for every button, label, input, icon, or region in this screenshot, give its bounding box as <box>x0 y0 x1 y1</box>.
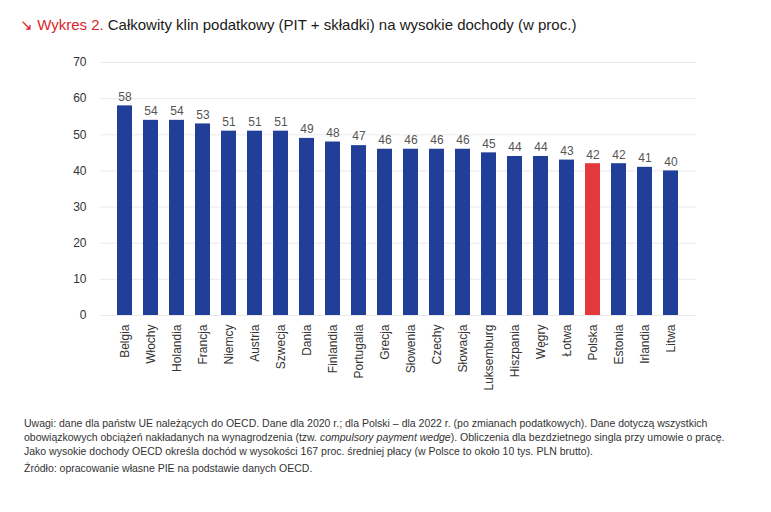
svg-text:42: 42 <box>586 148 600 162</box>
svg-text:Hiszpania: Hiszpania <box>508 324 522 377</box>
svg-text:Estonia: Estonia <box>612 324 626 364</box>
svg-text:Grecja: Grecja <box>378 324 392 360</box>
svg-text:Niemcy: Niemcy <box>222 325 236 365</box>
svg-text:Węgry: Węgry <box>534 325 548 360</box>
svg-text:40: 40 <box>664 155 678 169</box>
svg-text:41: 41 <box>638 151 652 165</box>
svg-text:Dania: Dania <box>300 324 314 356</box>
svg-text:51: 51 <box>222 115 236 129</box>
svg-text:Słowacja: Słowacja <box>456 324 470 372</box>
svg-text:10: 10 <box>73 272 87 286</box>
svg-text:42: 42 <box>612 148 626 162</box>
svg-text:51: 51 <box>248 115 262 129</box>
svg-text:54: 54 <box>144 104 158 118</box>
html-text:Źródło: opracowanie własne PIE: Źródło: opracowanie własne PIE na podsta… <box>24 462 313 474</box>
svg-text:20: 20 <box>73 236 87 250</box>
svg-text:Czechy: Czechy <box>430 325 444 365</box>
svg-text:51: 51 <box>274 115 288 129</box>
svg-text:54: 54 <box>170 104 184 118</box>
svg-text:47: 47 <box>352 129 366 143</box>
svg-text:58: 58 <box>118 90 132 104</box>
svg-text:43: 43 <box>560 144 574 158</box>
svg-text:49: 49 <box>300 122 314 136</box>
svg-text:46: 46 <box>456 133 470 147</box>
svg-text:Finlandia: Finlandia <box>326 324 340 373</box>
svg-text:48: 48 <box>326 126 340 140</box>
svg-text:Włochy: Włochy <box>144 325 158 364</box>
svg-text:Irlandia: Irlandia <box>638 324 652 364</box>
svg-text:44: 44 <box>534 140 548 154</box>
svg-text:50: 50 <box>73 128 87 142</box>
svg-text:60: 60 <box>73 91 87 105</box>
svg-text:44: 44 <box>508 140 522 154</box>
svg-text:Austria: Austria <box>248 324 262 362</box>
svg-text:30: 30 <box>73 200 87 214</box>
svg-text:Belgia: Belgia <box>118 324 132 358</box>
svg-text:53: 53 <box>196 108 210 122</box>
svg-text:Polska: Polska <box>586 324 600 360</box>
svg-text:Łotwa: Łotwa <box>560 324 574 356</box>
svg-text:Słowenia: Słowenia <box>404 324 418 373</box>
svg-text:70: 70 <box>73 55 87 69</box>
svg-text:Portugalia: Portugalia <box>352 324 366 378</box>
svg-text:Francja: Francja <box>196 324 210 364</box>
svg-text:0: 0 <box>80 308 87 322</box>
html-text:Uwagi: dane dla państw UE nale: Uwagi: dane dla państw UE należących do … <box>24 417 725 457</box>
svg-text:40: 40 <box>73 164 87 178</box>
html-text:↘ Wykres 2. Całkowity klin pod: ↘ Wykres 2. Całkowity klin podatkowy (PI… <box>20 16 577 33</box>
svg-text:Szwecja: Szwecja <box>274 324 288 369</box>
svg-text:Luksemburg: Luksemburg <box>482 325 496 391</box>
svg-text:Litwa: Litwa <box>664 324 678 352</box>
svg-text:46: 46 <box>378 133 392 147</box>
svg-text:45: 45 <box>482 137 496 151</box>
svg-text:46: 46 <box>404 133 418 147</box>
svg-text:46: 46 <box>430 133 444 147</box>
svg-text:Holandia: Holandia <box>170 324 184 372</box>
